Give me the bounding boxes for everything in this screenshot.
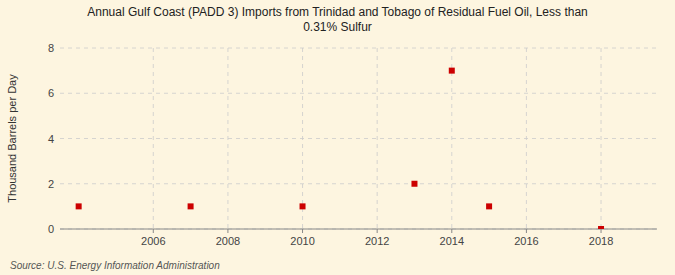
- y-tick-label: 8: [48, 42, 54, 54]
- x-tick: [526, 229, 527, 233]
- x-tick: [377, 229, 378, 233]
- x-axis-line: [60, 229, 657, 230]
- grid: [60, 48, 657, 229]
- y-grid-line: [60, 138, 657, 139]
- x-grid-line: [526, 48, 527, 229]
- title-line: Annual Gulf Coast (PADD 3) Imports from …: [87, 5, 587, 19]
- x-tick-label: 2006: [141, 235, 165, 247]
- y-grid-line: [60, 183, 657, 184]
- y-tick-label: 4: [48, 133, 54, 145]
- y-grid-line: [60, 229, 657, 230]
- x-grid-line: [227, 48, 228, 229]
- point: [411, 181, 417, 187]
- x-tick-label: 2014: [440, 235, 464, 247]
- x-grid-line: [302, 48, 303, 229]
- y-tick-label: 6: [48, 87, 54, 99]
- y-tick-label: 0: [48, 223, 54, 235]
- title-line: 0.31% Sulfur: [303, 20, 372, 34]
- x-tick: [302, 229, 303, 233]
- point: [300, 203, 306, 209]
- chart: Annual Gulf Coast (PADD 3) Imports from …: [0, 0, 675, 275]
- y-grid-line: [60, 48, 657, 49]
- point: [76, 203, 82, 209]
- source: Source: U.S. Energy Information Administ…: [10, 260, 220, 271]
- x-tick-label: 2018: [589, 235, 613, 247]
- point: [449, 68, 455, 74]
- title: Annual Gulf Coast (PADD 3) Imports from …: [87, 5, 587, 34]
- x-tick-label: 2008: [216, 235, 240, 247]
- x-grid-line: [601, 48, 602, 229]
- point: [486, 203, 492, 209]
- x-tick-label: 2016: [514, 235, 538, 247]
- y-axis-label: Thousand Barrels per Day: [6, 74, 18, 203]
- x-tick: [601, 229, 602, 233]
- y-tick-label: 2: [48, 178, 54, 190]
- x-tick-label: 2012: [365, 235, 389, 247]
- points: [76, 68, 604, 229]
- x-tick: [227, 229, 228, 233]
- point: [188, 203, 194, 209]
- x-tick-label: 2010: [290, 235, 314, 247]
- x-grid-line: [153, 48, 154, 229]
- x-grid-line: [377, 48, 378, 229]
- x-tick: [451, 229, 452, 233]
- point: [598, 226, 604, 229]
- x-grid-line: [451, 48, 452, 229]
- y-grid-line: [60, 93, 657, 94]
- x-tick: [153, 229, 154, 233]
